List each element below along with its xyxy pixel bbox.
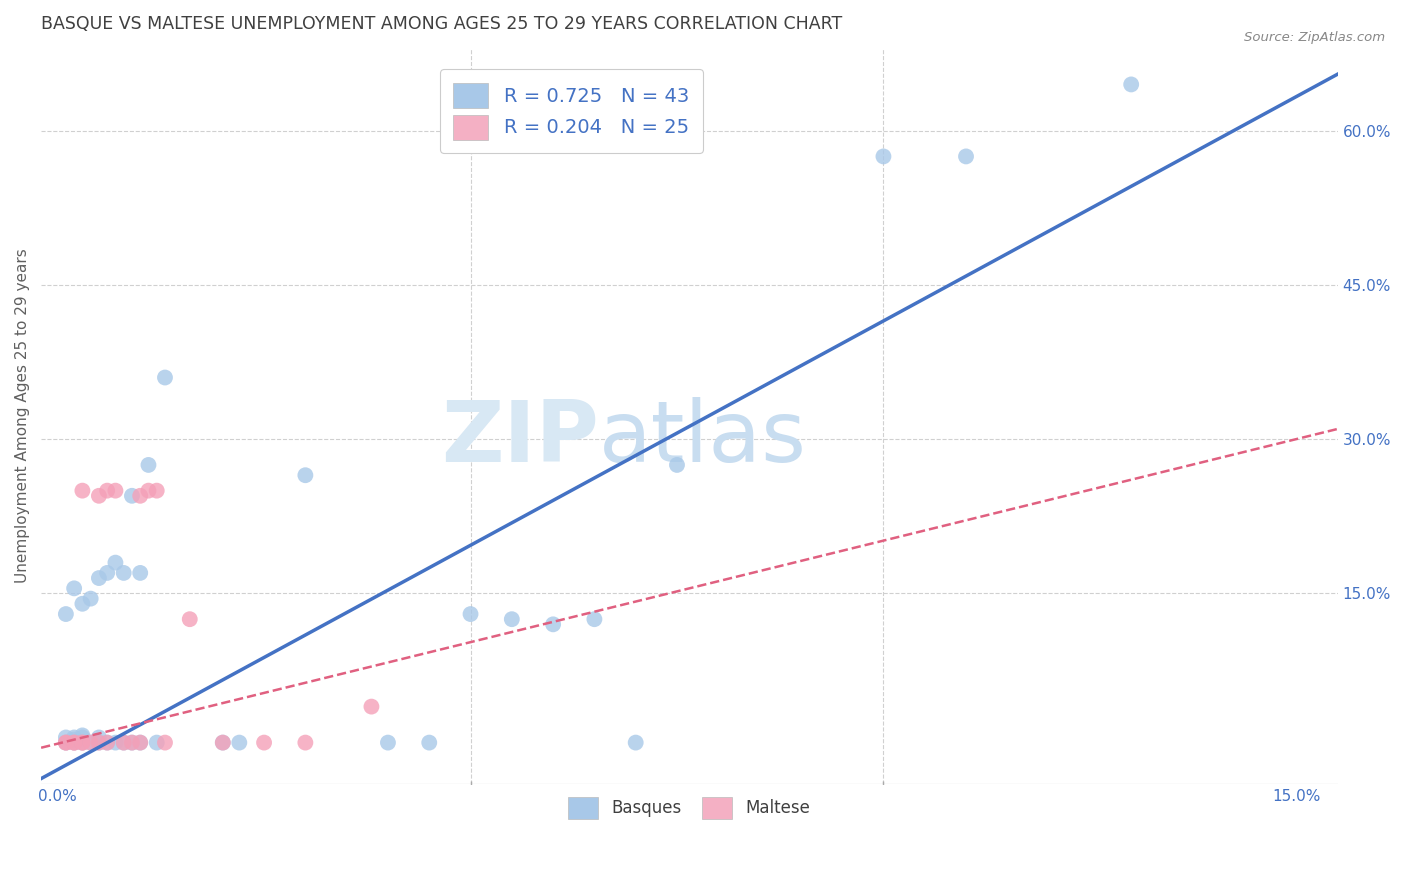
Point <box>63 731 86 745</box>
Point <box>211 736 233 750</box>
Point <box>104 556 127 570</box>
Point <box>55 736 77 750</box>
Point <box>87 571 110 585</box>
Point <box>138 483 160 498</box>
Point <box>55 607 77 621</box>
Point <box>418 736 440 750</box>
Point <box>121 736 143 750</box>
Point <box>541 617 564 632</box>
Point <box>96 736 118 750</box>
Point <box>129 489 152 503</box>
Point <box>294 468 316 483</box>
Point <box>72 736 94 750</box>
Text: ZIP: ZIP <box>441 397 599 480</box>
Point <box>63 736 86 750</box>
Point <box>72 728 94 742</box>
Point <box>129 736 152 750</box>
Point <box>87 736 110 750</box>
Point <box>87 489 110 503</box>
Point <box>96 566 118 580</box>
Point <box>79 591 101 606</box>
Point <box>145 736 167 750</box>
Point <box>112 736 135 750</box>
Point <box>72 483 94 498</box>
Point <box>377 736 399 750</box>
Point <box>153 370 176 384</box>
Text: Source: ZipAtlas.com: Source: ZipAtlas.com <box>1244 31 1385 45</box>
Point <box>129 736 152 750</box>
Y-axis label: Unemployment Among Ages 25 to 29 years: Unemployment Among Ages 25 to 29 years <box>15 249 30 583</box>
Point <box>211 736 233 750</box>
Point <box>104 736 127 750</box>
Point <box>121 736 143 750</box>
Point <box>112 566 135 580</box>
Point <box>63 582 86 596</box>
Point <box>583 612 606 626</box>
Point <box>145 483 167 498</box>
Point <box>63 736 86 750</box>
Point <box>501 612 523 626</box>
Point <box>72 736 94 750</box>
Point <box>72 736 94 750</box>
Point <box>460 607 482 621</box>
Point <box>1121 78 1143 92</box>
Point <box>87 731 110 745</box>
Point <box>79 736 101 750</box>
Point <box>872 149 894 163</box>
Point <box>63 732 86 747</box>
Point <box>294 736 316 750</box>
Point <box>112 736 135 750</box>
Point <box>955 149 977 163</box>
Text: BASQUE VS MALTESE UNEMPLOYMENT AMONG AGES 25 TO 29 YEARS CORRELATION CHART: BASQUE VS MALTESE UNEMPLOYMENT AMONG AGE… <box>41 15 842 33</box>
Point <box>63 736 86 750</box>
Point <box>96 483 118 498</box>
Point <box>228 736 250 750</box>
Point <box>87 736 110 750</box>
Legend: Basques, Maltese: Basques, Maltese <box>560 789 818 827</box>
Point <box>624 736 647 750</box>
Point <box>104 483 127 498</box>
Point <box>121 489 143 503</box>
Point <box>360 699 382 714</box>
Point <box>55 736 77 750</box>
Point <box>72 731 94 745</box>
Point <box>129 566 152 580</box>
Point <box>138 458 160 472</box>
Point <box>153 736 176 750</box>
Point <box>665 458 688 472</box>
Point <box>179 612 201 626</box>
Point <box>96 736 118 750</box>
Point <box>79 736 101 750</box>
Point <box>72 597 94 611</box>
Point <box>253 736 276 750</box>
Point <box>55 736 77 750</box>
Text: atlas: atlas <box>599 397 807 480</box>
Point <box>55 731 77 745</box>
